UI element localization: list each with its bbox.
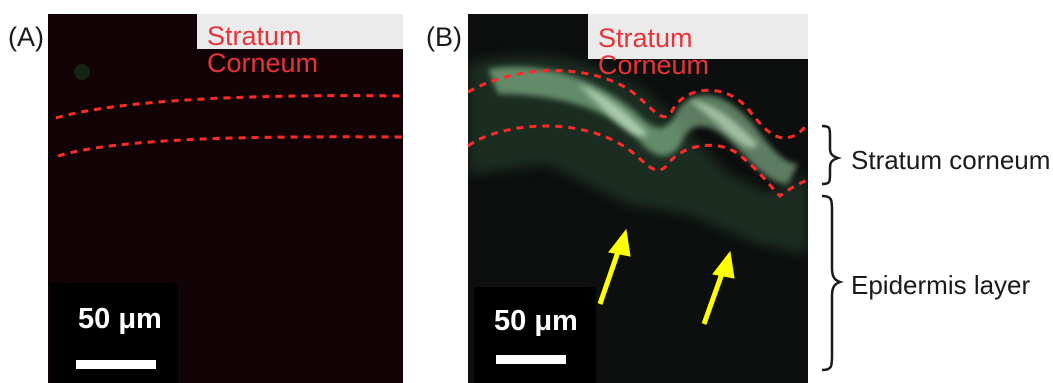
stratum-corneum-label-a: Stratum Corneum — [197, 14, 403, 77]
scale-bar-box-a: 50 μm — [50, 283, 178, 383]
micrograph-a: Stratum Corneum 50 μm — [48, 14, 403, 383]
dashed-boundary-a — [55, 64, 403, 158]
scale-bar-a — [76, 360, 156, 369]
micrograph-b: Stratum Corneum 50 μm — [468, 14, 808, 383]
scale-text-a: 50 μm — [78, 303, 162, 335]
panel-a-letter: (A) — [8, 22, 44, 52]
scale-bar-box-b: 50 μm — [474, 287, 596, 383]
micrograph-b-overlay — [468, 56, 808, 325]
scale-bar-b — [496, 355, 566, 364]
yellow-arrow-left — [597, 228, 631, 305]
panel-b-letter: (B) — [426, 22, 462, 52]
stratum-brace — [821, 124, 842, 186]
stratum-corneum-annotation: Stratum corneum — [851, 145, 1051, 175]
epidermis-brace — [821, 194, 844, 372]
yellow-arrow-right — [701, 250, 735, 325]
layer-braces — [821, 124, 844, 372]
epidermis-annotation: Epidermis layer — [851, 270, 1031, 300]
scale-text-b: 50 μm — [494, 305, 578, 337]
stratum-corneum-label-b: Stratum Corneum — [588, 14, 808, 79]
